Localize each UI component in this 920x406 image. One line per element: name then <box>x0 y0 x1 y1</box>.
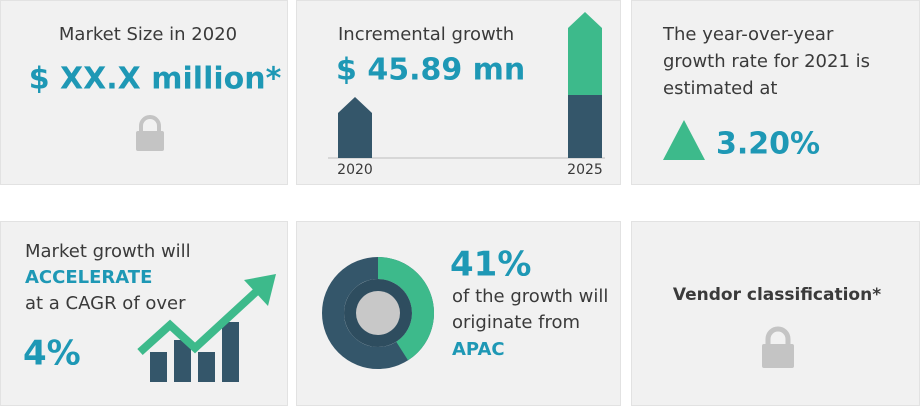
card <box>631 221 920 406</box>
donut-share <box>378 257 435 361</box>
lock-icon <box>762 326 794 368</box>
region: APAC <box>452 339 505 360</box>
card-line: Market growth will <box>25 241 191 262</box>
card-line: The year-over-year <box>662 24 834 45</box>
share-label: 41% <box>450 245 531 285</box>
up-triangle <box>663 120 705 160</box>
bar-2020 <box>338 97 372 158</box>
year-label: 2025 <box>567 162 603 178</box>
card-line: estimated at <box>663 78 777 99</box>
card-line: ACCELERATE <box>25 267 152 288</box>
donut-center <box>356 291 400 335</box>
card-label: Market Size in 2020 <box>59 24 237 45</box>
card-line: originate from <box>452 312 580 333</box>
card-value: $ XX.X million* <box>29 62 282 97</box>
card <box>0 0 288 185</box>
bar-2025-base <box>568 95 602 158</box>
card-value: 4% <box>23 334 81 374</box>
card-line: growth rate for 2021 is <box>663 51 870 72</box>
card-label: Vendor classification* <box>673 285 881 305</box>
card-value: $ 45.89 mn <box>336 53 525 88</box>
card <box>0 221 288 406</box>
year-label: 2020 <box>337 162 373 178</box>
card-label: Incremental growth <box>338 24 514 45</box>
growth-icon <box>137 274 276 382</box>
card-line: of the growth will <box>452 286 608 307</box>
card-line: at a CAGR of over <box>25 293 186 314</box>
card-value: 3.20% <box>716 127 820 162</box>
bar-2025-growth <box>568 12 602 95</box>
lock-icon <box>136 115 164 151</box>
donut <box>322 257 435 369</box>
